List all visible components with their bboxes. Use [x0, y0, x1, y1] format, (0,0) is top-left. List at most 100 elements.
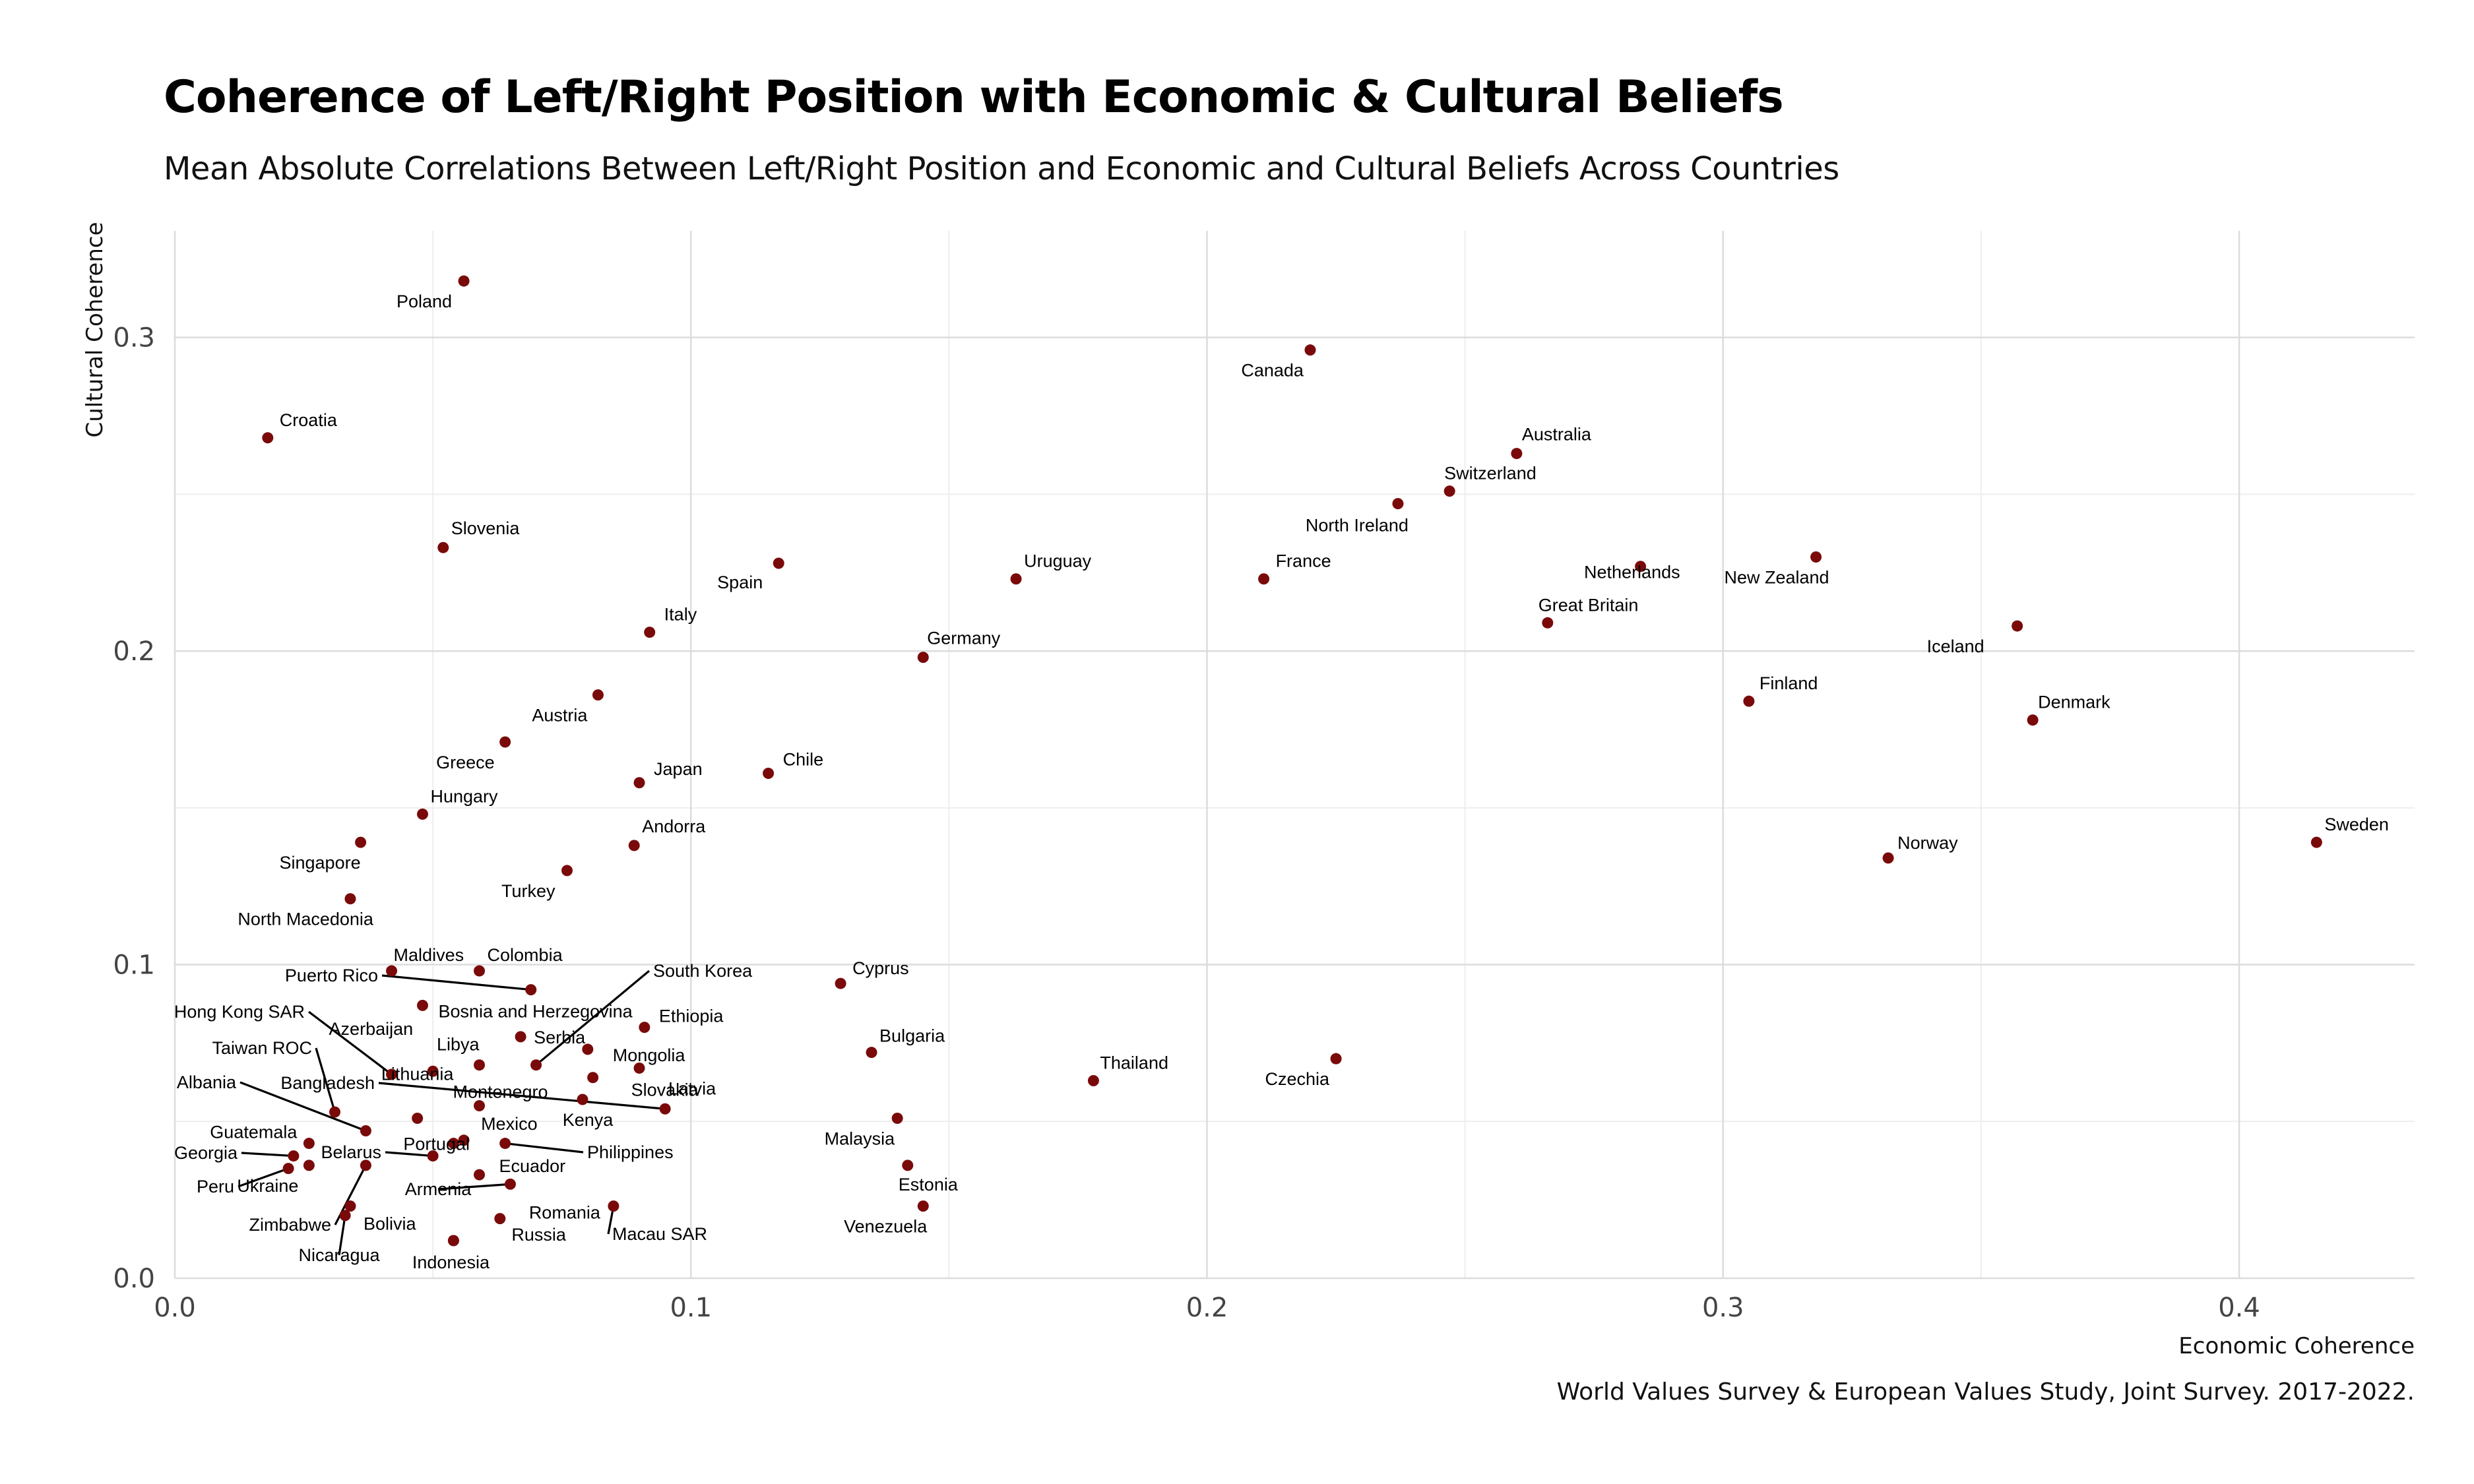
point-label: Puerto Rico [285, 966, 378, 985]
point-label: Estonia [899, 1175, 959, 1194]
leader-line [315, 1047, 336, 1113]
point-label: Serbia [534, 1028, 586, 1047]
data-point [303, 1138, 315, 1150]
leader-line [437, 1183, 511, 1190]
data-point [633, 777, 645, 789]
point-label: North Ireland [1306, 516, 1409, 536]
data-point [902, 1159, 914, 1171]
point-label: Cyprus [852, 958, 909, 978]
data-point [773, 557, 784, 569]
data-point [458, 1134, 470, 1146]
data-point [1443, 485, 1455, 497]
point-label: Guatemala [210, 1123, 298, 1142]
point-label: Albania [177, 1072, 237, 1092]
y-tick-label: 0.0 [113, 1264, 155, 1294]
leader-lines [238, 970, 666, 1256]
data-points [262, 275, 2322, 1247]
data-point [412, 1113, 424, 1125]
point-label: Bosnia and Herzegovina [438, 1001, 633, 1021]
data-point [474, 1169, 486, 1181]
point-labels: Poland Canada Croatia Australia Switzerland N… [174, 292, 2389, 1272]
point-label: Slovakia [631, 1080, 699, 1100]
point-label: Spain [717, 572, 763, 592]
leader-line [338, 1215, 346, 1256]
leader-line [505, 1142, 584, 1154]
y-tick-label: 0.1 [113, 950, 155, 981]
y-axis-title: Cultural Coherence [82, 222, 108, 437]
point-label: Portugal [403, 1134, 470, 1154]
data-point [1882, 852, 1894, 864]
point-label: Finland [1760, 673, 1818, 693]
point-label: Bolivia [364, 1214, 417, 1234]
data-point [1087, 1074, 1099, 1086]
point-label: Romania [529, 1203, 601, 1223]
point-label: Ethiopia [659, 1006, 724, 1026]
x-axis-title: Economic Coherence [2178, 1333, 2415, 1359]
point-label: Maldives [394, 945, 464, 965]
data-point [427, 1065, 439, 1077]
data-point [504, 1178, 516, 1190]
point-label: Nicaragua [298, 1245, 380, 1265]
data-point [608, 1200, 619, 1212]
point-label: Ukraine [237, 1176, 298, 1196]
data-point [582, 1043, 594, 1055]
data-point [499, 736, 511, 748]
data-point [1511, 448, 1523, 460]
data-point [303, 1159, 315, 1171]
point-label: North Macedonia [238, 910, 374, 929]
leader-line [535, 970, 650, 1066]
data-point [360, 1159, 371, 1171]
data-point [917, 1200, 929, 1212]
data-point [386, 1068, 398, 1080]
leader-line [381, 974, 531, 991]
point-label: Sweden [2324, 815, 2389, 834]
data-point [587, 1072, 599, 1084]
point-label: Ecuador [499, 1156, 566, 1176]
data-point [288, 1150, 300, 1162]
point-label: Azerbaijan [329, 1019, 414, 1039]
point-label: Hong Kong SAR [174, 1002, 305, 1022]
chart-title: Coherence of Left/Right Position with Ec… [164, 71, 1784, 123]
data-point [561, 865, 573, 877]
point-label: Macau SAR [612, 1224, 707, 1244]
data-point [1392, 498, 1404, 510]
point-label: New Zealand [1724, 567, 1829, 587]
point-label: Australia [1522, 425, 1592, 445]
point-label: Bangladesh [280, 1073, 375, 1093]
point-label: Philippines [587, 1142, 674, 1162]
data-point [1304, 344, 1316, 356]
point-label: Georgia [174, 1143, 238, 1163]
data-point [628, 840, 640, 851]
data-point [866, 1047, 877, 1059]
leader-line [308, 1010, 393, 1076]
data-point [282, 1163, 294, 1175]
data-point [530, 1059, 542, 1071]
x-tick-label: 0.3 [1702, 1293, 1744, 1323]
data-point [917, 652, 929, 664]
leader-line [378, 1082, 666, 1110]
leader-line [238, 1167, 289, 1188]
point-label: Uruguay [1024, 551, 1092, 571]
point-label: Malaysia [825, 1129, 896, 1149]
data-point [474, 1059, 486, 1071]
x-tick-label: 0.0 [154, 1293, 196, 1323]
data-point [360, 1125, 371, 1137]
data-point [447, 1235, 459, 1247]
point-label: Lithuania [381, 1065, 455, 1084]
data-point [355, 836, 367, 848]
point-label: South Korea [653, 961, 753, 981]
data-point [447, 1138, 459, 1150]
leader-line [241, 1152, 294, 1158]
data-point [763, 768, 775, 780]
data-point [577, 1094, 588, 1105]
data-point [835, 977, 846, 989]
data-point [344, 1200, 356, 1212]
point-label: Libya [437, 1035, 480, 1055]
point-label: Iceland [1927, 636, 1984, 656]
point-label: Zimbabwe [249, 1215, 331, 1235]
data-point [1330, 1053, 1342, 1065]
data-point [474, 1100, 486, 1112]
point-label: Czechia [1265, 1069, 1331, 1089]
point-label: Netherlands [1584, 563, 1680, 582]
x-tick-label: 0.4 [2218, 1293, 2260, 1323]
